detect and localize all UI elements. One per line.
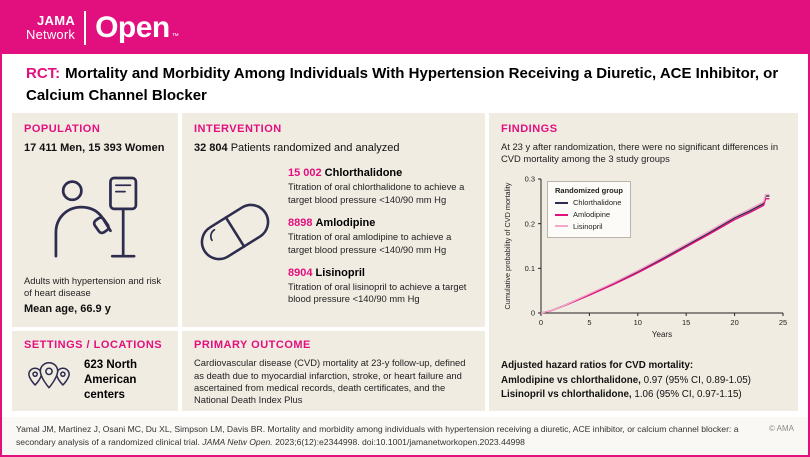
- intervention-count: 32 804: [194, 141, 228, 154]
- logo-open-text: Open ™: [95, 11, 179, 44]
- population-stat: 17 411 Men, 15 393 Women: [24, 141, 165, 154]
- drug-name: Chlorthalidone: [324, 167, 403, 180]
- capsule-icon: [194, 167, 276, 316]
- jama-network-open-logo: JAMA Network Open ™: [26, 11, 179, 45]
- hazard-ratio-comparison: Amlodipine vs chlorthalidone,: [501, 374, 641, 386]
- drug-name: Lisinopril: [315, 266, 365, 279]
- legend-title: Randomized group: [555, 186, 623, 196]
- map-pins-icon: [24, 357, 74, 404]
- legend-swatch: [555, 225, 568, 228]
- trademark: ™: [171, 33, 179, 40]
- citation-authors-title: Yamal JM, Martinez J, Osani MC, Du XL, S…: [16, 424, 739, 448]
- logo-open-word: Open: [95, 11, 170, 44]
- population-heading: POPULATION: [24, 122, 101, 135]
- legend-label: Amlodipine: [573, 209, 611, 219]
- legend-label: Chlorthalidone: [573, 198, 622, 208]
- legend-swatch: [555, 202, 568, 205]
- title-tag: RCT:: [26, 65, 61, 82]
- content-grid: POPULATION 17 411 Men, 15 393 Women Adul…: [2, 112, 808, 418]
- svg-text:10: 10: [634, 318, 642, 327]
- hazard-ratios: Adjusted hazard ratios for CVD mortality…: [501, 359, 786, 402]
- hazard-ratio-line: Amlodipine vs chlorthalidone, 0.97 (95% …: [501, 374, 786, 388]
- settings-panel: SETTINGS / LOCATIONS 623 North American …: [12, 331, 178, 412]
- svg-text:Cumulative probability of CVD: Cumulative probability of CVD mortality: [503, 183, 512, 310]
- logo-jama-text: JAMA: [37, 13, 76, 29]
- drug-description: Titration of oral chlorthalidone to achi…: [288, 181, 465, 205]
- legend-label: Lisinopril: [573, 221, 603, 231]
- svg-text:5: 5: [587, 318, 591, 327]
- hazard-ratio-comparison: Lisinopril vs chlorthalidone,: [501, 388, 632, 400]
- header-bar: JAMA Network Open ™: [2, 2, 808, 54]
- intervention-panel: INTERVENTION 32 804 Patients randomized …: [182, 112, 485, 328]
- svg-text:0: 0: [531, 309, 535, 318]
- svg-text:0: 0: [539, 318, 543, 327]
- logo-divider: [84, 11, 87, 45]
- primary-outcome-heading: PRIMARY OUTCOME: [194, 339, 311, 352]
- svg-text:0.3: 0.3: [525, 175, 535, 184]
- settings-stat: 623 North American centers: [84, 359, 138, 402]
- population-mean-age: Mean age, 66.9 y: [24, 303, 111, 316]
- drug-item: 15 002 Chlorthalidone Titration of oral c…: [288, 167, 473, 206]
- hazard-ratio-value: 0.97 (95% CI, 0.89-1.05): [643, 374, 751, 386]
- cvd-mortality-chart: 0 0.1 0.2 0.3 0 5 10 15 20 25 Years Cumulative prob…: [501, 169, 787, 354]
- findings-panel: FINDINGS At 23 y after randomization, th…: [489, 112, 798, 412]
- primary-outcome-panel: PRIMARY OUTCOME Cardiovascular disease (…: [182, 331, 485, 412]
- chart-legend: Randomized group Chlorthalidone Amlodipin…: [547, 181, 631, 239]
- findings-heading: FINDINGS: [501, 122, 558, 135]
- drug-name: Amlodipine: [315, 217, 376, 230]
- title-text: Mortality and Morbidity Among Individual…: [26, 65, 779, 104]
- citation-doi: 2023;6(12):e2344998. doi:10.1001/jamanet…: [275, 437, 525, 448]
- svg-text:0.2: 0.2: [525, 220, 535, 229]
- drug-count: 8898: [288, 217, 313, 230]
- svg-text:25: 25: [779, 318, 787, 327]
- svg-text:Years: Years: [652, 330, 672, 339]
- drug-description: Titration of oral lisinopril to achieve …: [288, 280, 467, 305]
- copyright: © AMA: [768, 424, 794, 434]
- citation-journal: JAMA Netw Open.: [202, 437, 273, 448]
- hazard-ratio-value: 1.06 (95% CI, 0.97-1.15): [634, 388, 742, 400]
- citation: Yamal JM, Martinez J, Osani MC, Du XL, S…: [16, 423, 756, 449]
- population-description: Adults with hypertension and risk of hea…: [24, 274, 162, 298]
- settings-heading: SETTINGS / LOCATIONS: [24, 339, 163, 352]
- legend-entry: Amlodipine: [555, 209, 623, 221]
- primary-outcome-text: Cardiovascular disease (CVD) mortality a…: [194, 357, 466, 406]
- page-title: RCT: Mortality and Morbidity Among Indivi…: [2, 54, 808, 113]
- intervention-heading: INTERVENTION: [194, 122, 282, 135]
- svg-text:15: 15: [682, 318, 690, 327]
- drug-count: 8904: [288, 266, 313, 279]
- drug-list: 15 002 Chlorthalidone Titration of oral c…: [288, 167, 473, 316]
- population-panel: POPULATION 17 411 Men, 15 393 Women Adul…: [12, 112, 178, 328]
- settings-body: 623 North American centers: [24, 357, 166, 404]
- svg-text:0.1: 0.1: [525, 264, 535, 273]
- footer: Yamal JM, Martinez J, Osani MC, Du XL, S…: [2, 417, 808, 455]
- legend-swatch: [555, 213, 568, 216]
- hazard-ratio-line: Lisinopril vs chlorthalidone, 1.06 (95% …: [501, 388, 786, 402]
- intervention-body: 15 002 Chlorthalidone Titration of oral c…: [194, 167, 473, 316]
- hazard-ratio-title: Adjusted hazard ratios for CVD mortality…: [501, 360, 694, 372]
- drug-count: 15 002: [288, 167, 322, 180]
- logo-jama-network: JAMA Network: [26, 14, 75, 41]
- legend-entry: Lisinopril: [555, 221, 623, 233]
- intervention-count-label: Patients randomized and analyzed: [230, 141, 400, 154]
- legend-entry: Chlorthalidone: [555, 197, 623, 209]
- svg-text:20: 20: [730, 318, 738, 327]
- findings-summary: At 23 y after randomization, there were …: [501, 140, 779, 164]
- drug-item: 8904 Lisinopril Titration of oral lisinop…: [288, 267, 473, 306]
- logo-network-text: Network: [26, 27, 76, 42]
- patient-blood-pressure-icon: [24, 161, 166, 274]
- drug-item: 8898 Amlodipine Titration of oral amlodip…: [288, 217, 473, 256]
- drug-description: Titration of oral amlodipine to achieve …: [288, 231, 452, 255]
- intervention-stat: 32 804 Patients randomized and analyzed: [194, 141, 473, 156]
- chart-canvas: 0 0.1 0.2 0.3 0 5 10 15 20 25 Years Cumulative prob…: [503, 175, 787, 339]
